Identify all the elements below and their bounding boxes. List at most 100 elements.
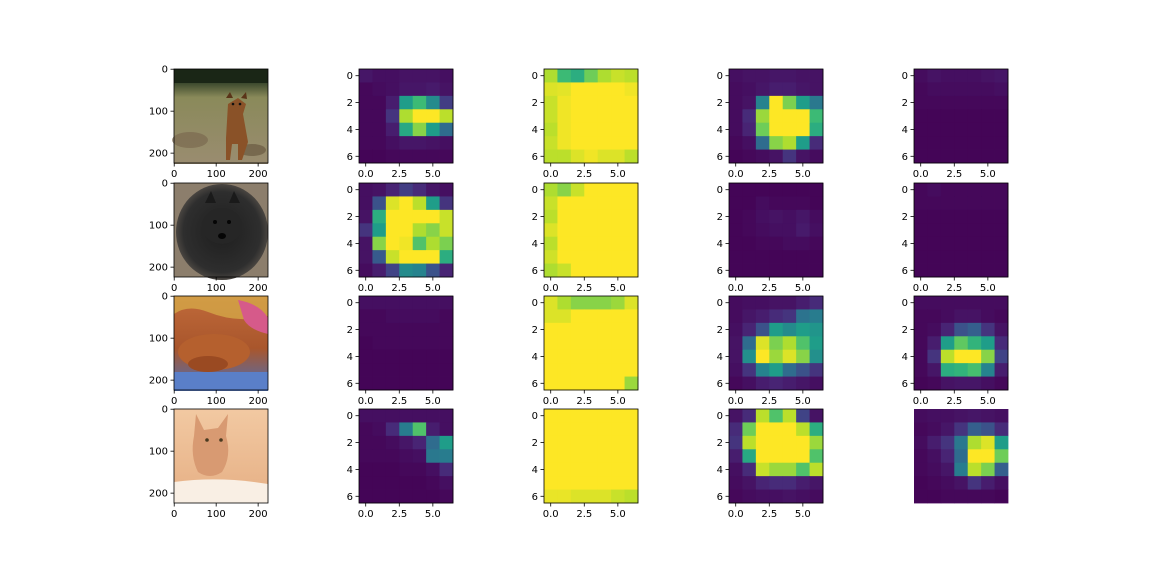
heatmap-cell bbox=[426, 109, 440, 124]
heatmap-cell bbox=[914, 82, 928, 97]
heatmap-cell bbox=[372, 69, 387, 83]
heatmap-cell bbox=[981, 236, 995, 251]
heatmap-cell bbox=[385, 136, 400, 150]
heatmap-ytick-label: 2 bbox=[347, 438, 353, 449]
heatmap-cell bbox=[426, 136, 440, 150]
heatmap-cell bbox=[954, 122, 969, 137]
heatmap-cell bbox=[584, 196, 599, 211]
heatmap-cell bbox=[584, 476, 599, 490]
heatmap-cell bbox=[557, 322, 572, 337]
heatmap-cell bbox=[570, 322, 585, 337]
heatmap-xtick-label: 2.5 bbox=[576, 283, 592, 294]
heatmap-cell bbox=[927, 149, 942, 164]
heatmap-cell bbox=[967, 236, 982, 251]
heatmap-cell bbox=[597, 109, 612, 124]
heatmap-cell bbox=[981, 349, 995, 364]
heatmap-cell bbox=[570, 449, 585, 464]
heatmap-cell bbox=[399, 489, 414, 504]
heatmap-cell bbox=[796, 136, 810, 150]
heatmap-cell bbox=[557, 376, 572, 391]
heatmap-ytick-label: 2 bbox=[532, 438, 538, 449]
heatmap-cell bbox=[755, 82, 770, 97]
heatmap-cell bbox=[782, 322, 797, 337]
heatmap-cell bbox=[426, 349, 440, 364]
heatmap-cell bbox=[439, 122, 454, 137]
heatmap-xtick-label: 0.0 bbox=[913, 169, 929, 180]
heatmap-cell bbox=[439, 82, 454, 97]
heatmap-cell bbox=[914, 489, 928, 504]
heatmap-xtick-label: 0.0 bbox=[728, 283, 744, 294]
heatmap-cell bbox=[927, 309, 942, 324]
photo-ytick-label: 100 bbox=[149, 334, 168, 345]
heatmap-ytick-label: 4 bbox=[347, 239, 353, 250]
heatmap-cell bbox=[385, 263, 400, 278]
heatmap-cell bbox=[372, 363, 387, 377]
heatmap-cell bbox=[927, 363, 942, 377]
heatmap-ytick-label: 4 bbox=[717, 352, 723, 363]
heatmap-cell bbox=[439, 363, 454, 377]
heatmap-cell bbox=[557, 236, 572, 251]
heatmap-cell bbox=[769, 122, 784, 137]
heatmap-cell bbox=[914, 476, 928, 490]
heatmap-cell bbox=[940, 449, 955, 464]
heatmap-cell bbox=[809, 223, 824, 238]
heatmap-cell bbox=[967, 376, 982, 391]
heatmap-cell bbox=[439, 422, 454, 437]
heatmap-cell bbox=[399, 196, 414, 211]
heatmap-cell bbox=[981, 489, 995, 504]
heatmap-cell bbox=[981, 363, 995, 377]
heatmap-cell bbox=[412, 69, 427, 83]
heatmap-cell bbox=[940, 136, 955, 150]
heatmap-xtick-label: 2.5 bbox=[391, 283, 407, 294]
heatmap-cell bbox=[570, 69, 585, 83]
heatmap-cell bbox=[769, 263, 784, 278]
heatmap-cell bbox=[940, 263, 955, 278]
heatmap-cell bbox=[624, 196, 639, 211]
heatmap-ytick-label: 4 bbox=[902, 352, 908, 363]
heatmap-cell bbox=[385, 363, 400, 377]
heatmap-cell bbox=[755, 309, 770, 324]
heatmap-cell bbox=[755, 149, 770, 164]
heatmap-cell bbox=[967, 122, 982, 137]
heatmap-cell bbox=[954, 462, 969, 477]
heatmap-cell bbox=[624, 422, 639, 437]
heatmap-cell bbox=[439, 69, 454, 83]
heatmap-frame bbox=[913, 68, 1009, 164]
heatmap-cell bbox=[584, 489, 599, 504]
heatmap-cell bbox=[544, 422, 558, 437]
heatmap-cell bbox=[940, 250, 955, 264]
heatmap-cell bbox=[399, 223, 414, 238]
heatmap-cell bbox=[385, 462, 400, 477]
heatmap-cell bbox=[954, 476, 969, 490]
heatmap-cell bbox=[597, 322, 612, 337]
heatmap-ytick-label: 2 bbox=[532, 212, 538, 223]
heatmap-cell bbox=[967, 223, 982, 238]
heatmap-cell bbox=[570, 476, 585, 490]
heatmap-cell bbox=[372, 122, 387, 137]
heatmap-cell bbox=[439, 95, 454, 110]
heatmap-cell bbox=[967, 363, 982, 377]
heatmap-cell bbox=[544, 209, 558, 224]
heatmap-cell bbox=[372, 476, 387, 490]
heatmap-cell bbox=[584, 109, 599, 124]
heatmap-cell bbox=[439, 449, 454, 464]
heatmap-panel: 0.0 2.5 5.0 0 2 4 6 bbox=[717, 182, 824, 294]
heatmap-cell bbox=[981, 263, 995, 278]
heatmap-cell bbox=[570, 462, 585, 477]
heatmap-cell bbox=[426, 250, 440, 264]
heatmap-cell bbox=[782, 69, 797, 83]
heatmap-cell bbox=[914, 309, 928, 324]
heatmap-cell bbox=[426, 422, 440, 437]
heatmap-cell bbox=[914, 322, 928, 337]
heatmap-cell bbox=[809, 250, 824, 264]
heatmap-cell bbox=[611, 109, 625, 124]
heatmap-cell bbox=[796, 422, 810, 437]
heatmap-cell bbox=[597, 422, 612, 437]
heatmap-cell bbox=[557, 449, 572, 464]
heatmap-cell bbox=[372, 82, 387, 97]
heatmap-cell bbox=[359, 223, 373, 238]
heatmap-cell bbox=[359, 236, 373, 251]
heatmap-cell bbox=[597, 223, 612, 238]
photo-xtick-label: 100 bbox=[207, 283, 226, 294]
heatmap-ytick-label: 2 bbox=[902, 212, 908, 223]
